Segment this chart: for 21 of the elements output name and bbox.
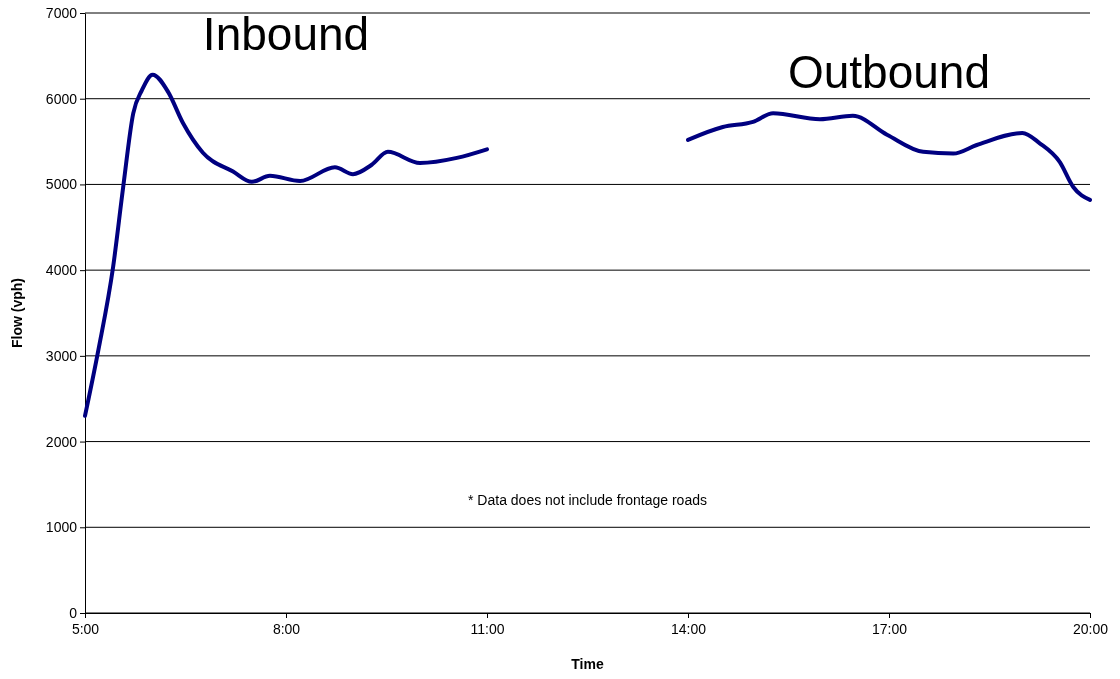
- y-tick-label: 1000: [45, 519, 78, 536]
- y-tick-label: 2000: [45, 433, 78, 450]
- x-tick-label: 5:00: [71, 620, 100, 637]
- series-label: Outbound: [787, 46, 991, 99]
- y-tick-label: 5000: [45, 176, 78, 193]
- y-tick-label: 6000: [45, 90, 78, 107]
- line-series: [686, 111, 1092, 202]
- x-tick-label: 20:00: [1072, 620, 1109, 637]
- y-tick-label: 7000: [45, 4, 78, 21]
- x-axis-title: Time: [571, 656, 604, 672]
- series-label: Inbound: [202, 7, 370, 60]
- x-tick-label: 14:00: [670, 620, 707, 637]
- y-tick-label: 3000: [45, 347, 78, 364]
- y-tick-label: 4000: [45, 262, 78, 279]
- x-tick-label: 11:00: [470, 620, 505, 637]
- annotation: * Data does not include frontage roads: [468, 492, 707, 508]
- line-series: [83, 72, 489, 418]
- x-tick-label: 17:00: [871, 620, 908, 637]
- y-axis-title: Flow (vph): [9, 278, 25, 348]
- y-tick-label: 0: [69, 604, 78, 621]
- x-tick-label: 8:00: [272, 620, 301, 637]
